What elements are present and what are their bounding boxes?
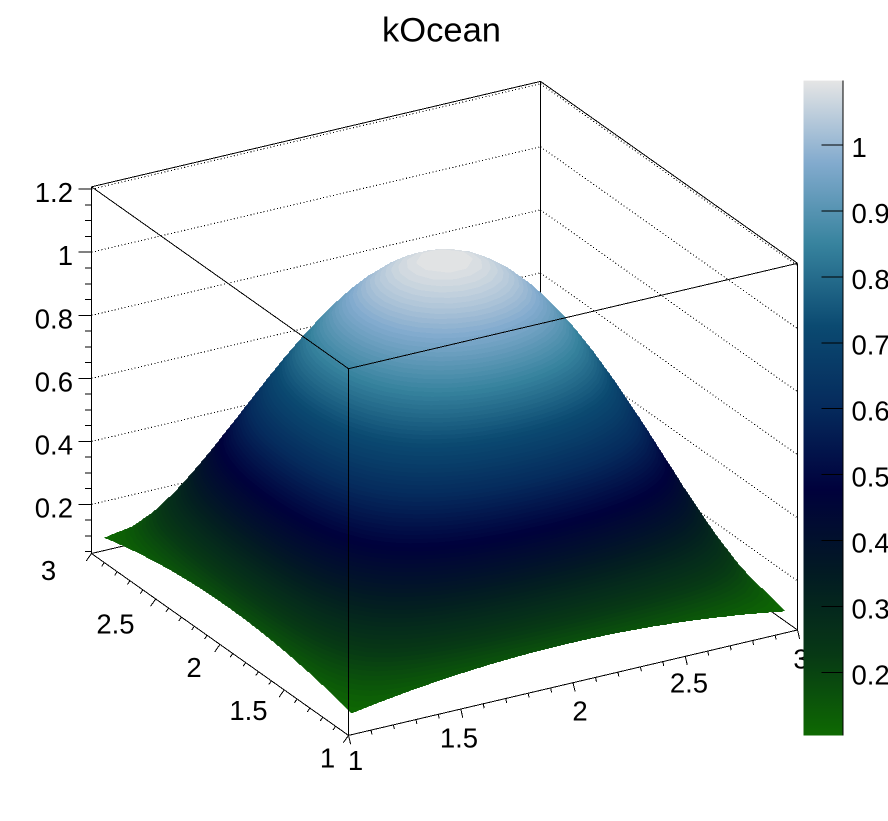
svg-text:3: 3	[41, 555, 56, 586]
svg-text:2: 2	[572, 695, 587, 726]
svg-text:1.5: 1.5	[440, 722, 478, 753]
svg-text:2.5: 2.5	[670, 667, 708, 698]
svg-text:0.6: 0.6	[35, 366, 73, 397]
svg-text:0.9: 0.9	[852, 198, 888, 229]
svg-text:0.7: 0.7	[852, 330, 888, 361]
svg-text:0.2: 0.2	[35, 492, 73, 523]
svg-text:0.5: 0.5	[852, 462, 888, 493]
svg-text:0.8: 0.8	[852, 264, 888, 295]
svg-text:0.4: 0.4	[35, 429, 73, 460]
svg-text:1.5: 1.5	[229, 695, 267, 726]
svg-text:0.4: 0.4	[852, 528, 888, 559]
svg-text:2.5: 2.5	[96, 608, 134, 639]
svg-text:1.2: 1.2	[35, 177, 73, 208]
svg-text:1: 1	[852, 132, 867, 163]
svg-text:1: 1	[58, 240, 73, 271]
svg-text:kOcean: kOcean	[382, 12, 501, 50]
svg-text:1: 1	[320, 742, 335, 773]
svg-text:2: 2	[186, 652, 201, 683]
svg-text:0.3: 0.3	[852, 593, 888, 624]
svg-text:0.2: 0.2	[852, 659, 888, 690]
svg-text:1: 1	[348, 745, 363, 776]
svg-text:0.8: 0.8	[35, 303, 73, 334]
svg-text:0.6: 0.6	[852, 396, 888, 427]
